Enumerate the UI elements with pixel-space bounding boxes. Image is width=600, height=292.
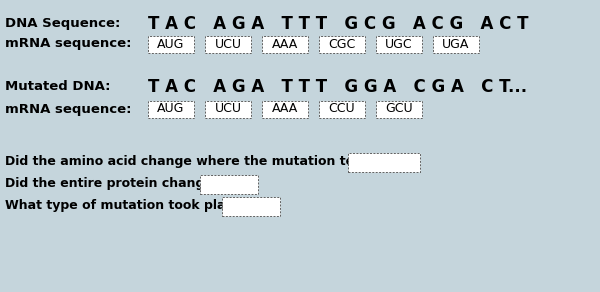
FancyBboxPatch shape	[148, 100, 194, 117]
Text: T A C   A G A   T T T   G G A   C G A   C T...: T A C A G A T T T G G A C G A C T...	[148, 78, 527, 96]
Text: mRNA sequence:: mRNA sequence:	[5, 37, 131, 51]
FancyBboxPatch shape	[319, 100, 365, 117]
FancyBboxPatch shape	[262, 36, 308, 53]
FancyBboxPatch shape	[222, 197, 280, 215]
Text: UCU: UCU	[215, 102, 241, 116]
Text: UGA: UGA	[442, 37, 470, 51]
Text: Mutated DNA:: Mutated DNA:	[5, 81, 110, 93]
FancyBboxPatch shape	[376, 36, 422, 53]
Text: AAA: AAA	[272, 102, 298, 116]
Text: CGC: CGC	[328, 37, 356, 51]
FancyBboxPatch shape	[319, 36, 365, 53]
FancyBboxPatch shape	[200, 175, 258, 194]
Text: T A C   A G A   T T T   G C G   A C G   A C T: T A C A G A T T T G C G A C G A C T	[148, 15, 529, 33]
Text: GCU: GCU	[385, 102, 413, 116]
Text: UCU: UCU	[215, 37, 241, 51]
Text: AUG: AUG	[157, 37, 185, 51]
Text: DNA Sequence:: DNA Sequence:	[5, 18, 121, 30]
FancyBboxPatch shape	[148, 36, 194, 53]
Text: Did the entire protein change?: Did the entire protein change?	[5, 178, 220, 190]
Text: mRNA sequence:: mRNA sequence:	[5, 102, 131, 116]
FancyBboxPatch shape	[262, 100, 308, 117]
FancyBboxPatch shape	[205, 36, 251, 53]
FancyBboxPatch shape	[348, 152, 420, 171]
FancyBboxPatch shape	[433, 36, 479, 53]
FancyBboxPatch shape	[376, 100, 422, 117]
Text: CCU: CCU	[329, 102, 355, 116]
Text: What type of mutation took place?: What type of mutation took place?	[5, 199, 249, 213]
Text: Did the amino acid change where the mutation took place?: Did the amino acid change where the muta…	[5, 156, 420, 168]
FancyBboxPatch shape	[205, 100, 251, 117]
Text: AAA: AAA	[272, 37, 298, 51]
Text: UGC: UGC	[385, 37, 413, 51]
Text: AUG: AUG	[157, 102, 185, 116]
